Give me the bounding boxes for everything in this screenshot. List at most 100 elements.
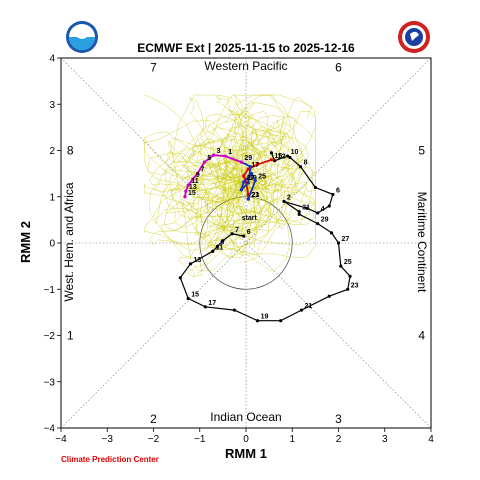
y-tick-label: 4: [49, 54, 55, 65]
observed-point: [316, 211, 320, 215]
ensemble-member-line: [172, 94, 301, 271]
x-tick-label: 1: [289, 434, 295, 445]
ensemble-member-line: [202, 152, 253, 257]
chart-title: ECMWF Ext | 2025-11-15 to 2025-12-16: [137, 41, 355, 55]
mean_week3-point: [186, 183, 190, 187]
observed-day-label: 21: [305, 303, 313, 310]
mean_week3-point: [191, 177, 195, 181]
mean_week3-day-label: 1: [228, 149, 232, 156]
mean_week3-point: [195, 172, 200, 176]
noaa-logo: [66, 21, 98, 53]
ensemble-member-line: [216, 95, 298, 241]
ensemble-member-line: [144, 172, 249, 218]
x-tick-label: 2: [336, 434, 342, 445]
observed-day-label: 4: [321, 206, 325, 213]
mean_week3-point: [212, 153, 216, 157]
observed-point: [242, 234, 246, 238]
ensemble-member-line: [216, 109, 259, 190]
observed-point: [327, 294, 331, 298]
mean_week2-point: [246, 197, 250, 201]
observed-point: [215, 245, 219, 249]
ensemble-member-line: [190, 153, 316, 203]
phase-label: 3: [335, 412, 342, 426]
x-tick-label: −4: [55, 434, 67, 445]
mean_week3-day-label: 9: [196, 172, 200, 179]
ensemble-member-line: [144, 131, 316, 225]
ensemble-member-line: [195, 109, 304, 189]
observed-point: [299, 308, 304, 312]
phase-label: 8: [67, 144, 74, 158]
ensemble-member-line: [188, 97, 267, 252]
observed-day-label: 6: [336, 187, 340, 194]
observed-point: [316, 221, 320, 226]
observed-point: [313, 185, 317, 190]
ensemble-member-line: [145, 139, 316, 220]
mean_week2-day-label: 25: [258, 174, 266, 181]
mean_week3-day-label: 13: [189, 184, 197, 191]
region-top: Western Pacific: [204, 59, 287, 73]
mean_week3-point: [184, 189, 188, 193]
ensemble-member-line: [152, 138, 265, 225]
mean_week2-day-label: 27: [247, 175, 255, 182]
observed-day-label: 25: [344, 259, 352, 266]
region-right: Maritime Continent: [415, 192, 429, 293]
observed-point: [282, 199, 286, 203]
phase-label: 7: [150, 60, 157, 74]
observed-point: [203, 305, 207, 309]
observed-point: [279, 319, 283, 323]
observed-point: [329, 231, 334, 235]
observed-point: [297, 209, 301, 214]
ensemble-member-line: [149, 96, 316, 250]
phase-label: 2: [150, 412, 157, 426]
mean_week3-day-label: 7: [200, 167, 204, 174]
x-tick-label: −2: [148, 434, 160, 445]
observed-day-label: 23: [351, 282, 359, 289]
mean_week3-day-label: 11: [191, 178, 199, 185]
x-tick-label: 4: [428, 434, 434, 445]
y-axis-label: RMM 2: [18, 221, 33, 263]
ensemble-member-line: [196, 115, 284, 258]
observed-point: [348, 274, 352, 278]
mean_week3-point: [223, 154, 227, 158]
observed-day-label: 29: [321, 217, 329, 224]
observed-day-label: 17: [208, 300, 216, 307]
observed-point: [327, 204, 331, 208]
mean_week3-day-label: 5: [207, 155, 211, 162]
y-tick-label: 0: [49, 239, 55, 250]
x-tick-label: −3: [102, 434, 114, 445]
observed-point: [232, 308, 237, 312]
phase-label: 4: [418, 329, 425, 343]
mean_week3-point: [183, 195, 187, 199]
observed-day-label: 19: [261, 314, 269, 321]
mean_week2-point: [239, 188, 243, 192]
mean_week3-point: [202, 160, 206, 164]
observed-day-label: 9: [220, 240, 224, 247]
observed-point: [273, 159, 277, 163]
mean_week1-day-label: 15: [274, 153, 282, 160]
mean_week1-day-label: 21: [251, 192, 259, 199]
ensemble-member-line: [162, 134, 309, 228]
mean_week2-point: [249, 172, 254, 176]
observed-day-label: 27: [342, 236, 350, 243]
observed-point: [269, 151, 274, 155]
mean_week1-point: [269, 158, 274, 162]
observed-day-label: 2: [287, 194, 291, 201]
ensemble-member-line: [205, 125, 267, 240]
observed-point: [178, 276, 182, 280]
ensemble-member-line: [183, 102, 316, 263]
ensemble-member-line: [193, 145, 304, 258]
mean_week3-day-label: 15: [188, 190, 196, 197]
mean_week3-point: [239, 160, 243, 164]
observed-day-label: 6: [247, 229, 251, 236]
x-tick-label: 3: [382, 434, 388, 445]
observed-point: [211, 249, 215, 253]
observed-point: [230, 232, 234, 236]
ensemble-member-line: [147, 138, 252, 207]
phase-label: 6: [335, 60, 342, 74]
region-bottom: Indian Ocean: [210, 410, 281, 424]
credit-text: Climate Prediction Center: [61, 455, 159, 464]
ensemble-member-line: [230, 152, 285, 222]
observed-day-label: 12: [278, 154, 286, 161]
y-tick-label: −3: [44, 377, 56, 388]
observed-point: [255, 319, 260, 323]
